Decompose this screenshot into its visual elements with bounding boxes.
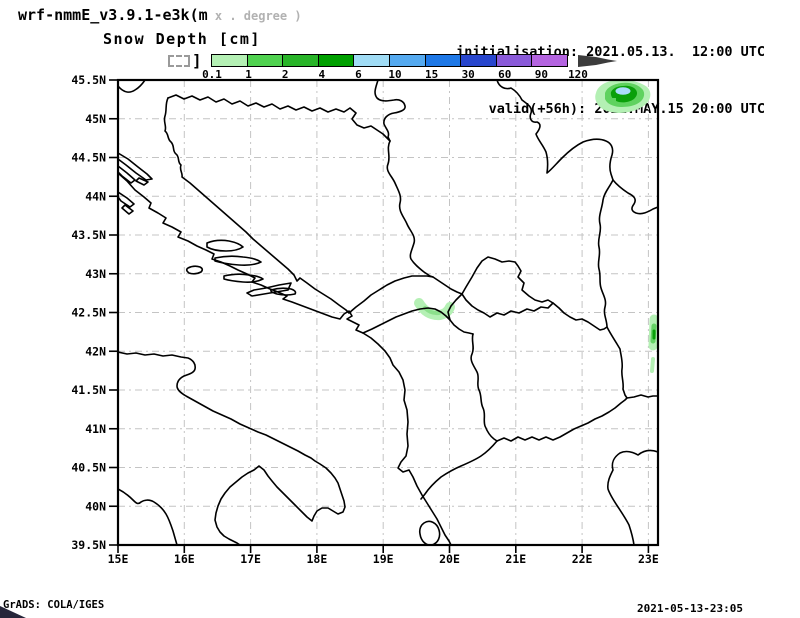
snow-edge-specks (650, 357, 655, 373)
island-vis (185, 265, 204, 275)
lat-label: 44.5N (71, 151, 106, 165)
snow-shading (414, 80, 658, 373)
island-korcula (223, 273, 264, 283)
border-greece-north (496, 394, 658, 442)
island-pag-south (118, 165, 136, 184)
legend-boundary-label: 0.1 (202, 68, 222, 81)
border-albania-kosovo (447, 293, 474, 335)
lat-label: 43N (85, 267, 106, 281)
lon-label: 20E (439, 552, 460, 566)
initialisation-line: initialisation: 2021.05.13. 12:00 UTC (456, 44, 765, 60)
border-montenegro-albania (362, 307, 451, 334)
legend-boundary-label: 2 (281, 68, 289, 81)
lon-label: 22E (572, 552, 593, 566)
axis-ticks (109, 79, 650, 553)
legend-boundary-label: 1 (245, 68, 252, 81)
lat-label: 43.5N (71, 228, 106, 242)
border-kosovo (461, 256, 554, 318)
border-danube-croatia-serbia (374, 80, 406, 142)
lat-label: 39.5N (71, 538, 106, 552)
island-dugi-otok (118, 191, 135, 208)
coast-border-lines (118, 80, 658, 545)
lat-label: 42.5N (71, 306, 106, 320)
legend-boundary-label: 90 (534, 68, 549, 81)
corner-artifact (0, 606, 26, 618)
legend-below-min-box (168, 55, 190, 67)
lat-label: 41N (85, 422, 106, 436)
legend-boundary-label: 10 (388, 68, 402, 81)
lat-label: 41.5N (71, 383, 106, 397)
border-albania-greece (420, 440, 498, 500)
grads-credit: GrADS: COLA/IGES (3, 599, 105, 611)
lat-label: 45N (85, 112, 106, 126)
coastline-adriatic-east (118, 172, 452, 545)
island-small-zadar (135, 177, 149, 186)
border-albania-macedonia (470, 333, 498, 442)
coastline-kvarner (118, 80, 146, 93)
island-brac (206, 239, 244, 252)
snow-contour-ne-core (615, 87, 631, 95)
lon-label: 16E (174, 552, 195, 566)
coastline-italy-adriatic-apulia (118, 351, 346, 545)
lat-label: 40.5N (71, 461, 106, 475)
coastline-greece-thermaic (607, 449, 658, 545)
axis-tick-labels: 15E 16E 17E 18E 19E 20E 21E 22E 23E 45.5N 45N 44.5N… (71, 73, 658, 566)
model-name-text: wrf-nmmE_v3.9.1-e3k(m (18, 6, 208, 24)
border-drina (386, 140, 463, 295)
snow-ne-inner-mark (609, 98, 616, 101)
model-grid-note: x . degree ) (207, 9, 302, 23)
legend-boundary-label: 6 (355, 68, 362, 81)
lon-label: 19E (373, 552, 394, 566)
model-name: wrf-nmmE_v3.9.1-e3k(m x . degree ) (18, 6, 302, 24)
island-hvar (214, 255, 262, 266)
lon-label: 15E (108, 552, 129, 566)
legend-bracket: ] (192, 51, 202, 70)
island-dugi-otok-south (121, 204, 134, 215)
legend-colorbar-segments (211, 54, 568, 67)
border-serbia-bulgaria (597, 179, 628, 399)
legend-boundary-label: 15 (424, 68, 439, 81)
border-macedonia-north (552, 302, 608, 331)
legend-boundary-label: 30 (461, 68, 475, 81)
lat-label: 40N (85, 499, 106, 513)
border-danube-romania-serbia (496, 80, 658, 215)
peninsula-peljesac (246, 282, 292, 297)
creation-timestamp: 2021-05-13-23:05 (637, 602, 743, 615)
coastline-italy-tyrrhenian (118, 488, 178, 545)
legend-boundary-label: 4 (318, 68, 326, 81)
border-sava (167, 94, 391, 142)
legend-boundary-label: 60 (498, 68, 512, 81)
border-bosnia-west-south (163, 97, 434, 314)
legend-boundary-label: 120 (568, 68, 588, 81)
island-pag (118, 152, 153, 181)
lon-label: 23E (638, 552, 659, 566)
lat-label: 45.5N (71, 73, 106, 87)
lat-label: 42N (85, 344, 106, 358)
island-corfu (418, 520, 441, 545)
lon-label: 21E (505, 552, 526, 566)
lon-label: 18E (307, 552, 328, 566)
plot-title: Snow Depth [cm] (103, 30, 261, 48)
lon-label: 17E (240, 552, 261, 566)
legend-overflow-arrow (578, 55, 617, 67)
lat-label: 44N (85, 189, 106, 203)
legend-segment (531, 54, 568, 67)
